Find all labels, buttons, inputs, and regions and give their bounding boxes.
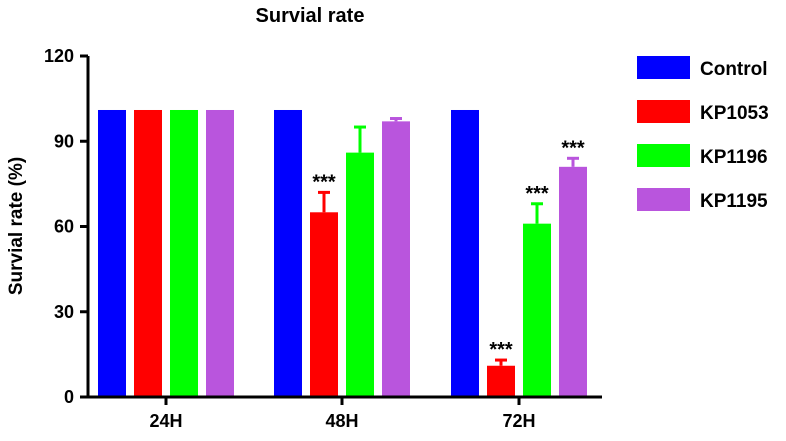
bar-control-48h <box>274 109 302 397</box>
bar-kp1195-72h <box>559 166 587 397</box>
legend-label-control: Control <box>700 59 768 80</box>
legend: Control KP1053 KP1196 KP1195 <box>637 56 769 212</box>
significance-label: *** <box>561 137 585 159</box>
bar-control-72h <box>451 109 479 397</box>
x-tick-label: 72H <box>502 411 535 431</box>
bar-kp1196-72h <box>523 223 551 397</box>
legend-swatch-kp1196 <box>637 144 690 167</box>
bar-kp1196-24h <box>170 109 198 397</box>
y-tick-label: 90 <box>54 131 74 151</box>
bar-control-24h <box>98 109 126 397</box>
bar-kp1195-48h <box>382 121 410 397</box>
y-axis-label: Survial rate (%) <box>6 157 27 295</box>
bar-kp1195-24h <box>206 109 234 397</box>
legend-swatch-control <box>637 56 690 79</box>
legend-swatch-kp1195 <box>637 188 690 211</box>
significance-label: *** <box>525 183 549 205</box>
bar-kp1053-24h <box>134 109 162 397</box>
y-tick-label: 30 <box>54 302 74 322</box>
chart-title: Survial rate <box>256 5 365 27</box>
legend-label-kp1195: KP1195 <box>700 191 768 212</box>
bar-kp1196-48h <box>346 152 374 397</box>
x-tick-label: 48H <box>325 411 358 431</box>
significance-label: *** <box>312 171 336 193</box>
x-tick-label: 24H <box>149 411 182 431</box>
bar-kp1053-48h <box>310 212 338 397</box>
legend-swatch-kp1053 <box>637 100 690 123</box>
legend-label-kp1196: KP1196 <box>700 147 768 168</box>
y-tick-label: 120 <box>44 46 74 66</box>
significance-label: *** <box>489 339 513 361</box>
bar-kp1053-72h <box>487 365 515 397</box>
y-tick-label: 60 <box>54 217 74 237</box>
legend-label-kp1053: KP1053 <box>700 103 769 124</box>
plot-area: *** *** *** *** 0 30 60 90 120 24H 48H 72H <box>44 46 602 431</box>
y-tick-label: 0 <box>64 387 74 407</box>
